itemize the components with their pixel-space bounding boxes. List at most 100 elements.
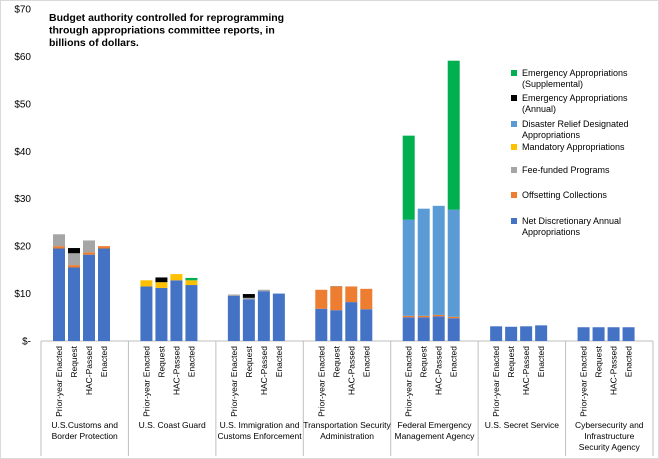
x-tick-label: Request	[419, 345, 429, 377]
bar-segment	[592, 327, 605, 341]
x-tick-label: Prior-year Enacted	[54, 346, 64, 417]
bar-segment	[402, 219, 415, 316]
bar-segment	[432, 314, 445, 317]
bar-segment	[622, 327, 635, 341]
bar-segment	[402, 317, 415, 341]
y-tick-label: $10	[14, 289, 31, 300]
bar-segment	[140, 286, 153, 341]
bar-segment	[447, 60, 460, 210]
y-tick-label: $-	[22, 337, 31, 348]
x-tick-label: Enacted	[361, 346, 371, 377]
bar-segment	[257, 291, 270, 341]
x-tick-label: Prior-year Enacted	[579, 346, 589, 417]
bar-segment	[330, 310, 343, 341]
bar-segment	[170, 280, 183, 341]
x-tick-label: Enacted	[624, 346, 634, 377]
x-tick-label: Request	[594, 345, 604, 377]
legend-entry: Disaster Relief Designated	[522, 119, 629, 129]
bar-segment	[315, 308, 328, 341]
group-label: U.S. Coast Guard	[139, 420, 206, 430]
x-tick-label: HAC-Passed	[171, 346, 181, 395]
legend-swatch	[511, 95, 517, 101]
legend-swatch	[511, 121, 517, 127]
bar-segment	[155, 282, 168, 288]
bar-segment	[170, 274, 183, 281]
legend-entry: Emergency Appropriations	[522, 68, 628, 78]
bar-segment	[360, 288, 373, 310]
group-label: Administration	[320, 431, 374, 441]
x-tick-label: Request	[156, 345, 166, 377]
bar-segment	[242, 299, 255, 341]
bar-segment	[227, 294, 240, 296]
bar-segment	[98, 248, 110, 341]
bar-segment	[185, 285, 198, 341]
x-tick-label: Prior-year Enacted	[141, 346, 151, 417]
legend-swatch	[511, 144, 517, 150]
bar-segment	[315, 289, 328, 309]
x-tick-label: Request	[506, 345, 516, 377]
bar-segment	[417, 317, 430, 341]
x-tick-label: Prior-year Enacted	[491, 346, 501, 417]
legend-entry: Emergency Appropriations	[522, 93, 628, 103]
bar-segment	[98, 246, 110, 249]
x-tick-label: Enacted	[274, 346, 284, 377]
bar-segment	[505, 326, 518, 341]
bar-segment	[447, 318, 460, 341]
y-tick-label: $20	[14, 242, 31, 253]
bar-segment	[68, 265, 80, 268]
legend-entry: Fee-funded Programs	[522, 165, 610, 175]
group-label: U.S. Immigration and	[220, 420, 300, 430]
x-tick-label: Enacted	[536, 346, 546, 377]
bar-segment	[68, 248, 80, 254]
x-tick-label: HAC-Passed	[609, 346, 619, 395]
bar-segment	[330, 285, 343, 287]
bar-segment	[83, 252, 95, 255]
bar-segment	[432, 205, 445, 315]
bar-segment	[402, 135, 415, 220]
legend-entry: Offsetting Collections	[522, 190, 607, 200]
chart-title-line: billions of dollars.	[49, 37, 139, 49]
bar-segment	[155, 277, 168, 283]
legend-entry: Net Discretionary Annual	[522, 216, 621, 226]
bar-segment	[227, 295, 240, 341]
bar-segment	[490, 326, 503, 341]
x-tick-label: Enacted	[99, 346, 109, 377]
bar-segment	[140, 280, 153, 287]
x-tick-label: HAC-Passed	[434, 346, 444, 395]
legend-swatch	[511, 167, 517, 173]
legend-entry: Mandatory Appropriations	[522, 142, 625, 152]
group-label: Infrastructure	[584, 431, 634, 441]
chart-title-line: Budget authority controlled for reprogra…	[49, 12, 284, 24]
bar-segment	[155, 287, 168, 341]
legend-swatch	[511, 192, 517, 198]
bar-segment	[53, 234, 65, 247]
y-tick-label: $30	[14, 194, 31, 205]
bar-segment	[607, 327, 620, 341]
x-tick-label: Enacted	[449, 346, 459, 377]
bar-segment	[402, 315, 415, 318]
x-tick-label: Prior-year Enacted	[404, 346, 414, 417]
x-tick-label: Prior-year Enacted	[229, 346, 239, 417]
bar-segment	[185, 277, 198, 281]
bar-segment	[185, 280, 198, 286]
legend-swatch	[511, 70, 517, 76]
bar-segment	[53, 246, 65, 249]
bar-segment	[417, 315, 430, 318]
bar-segment	[83, 240, 95, 253]
y-tick-label: $60	[14, 52, 31, 63]
x-tick-label: HAC-Passed	[346, 346, 356, 395]
bar-segment	[83, 254, 95, 341]
x-tick-label: Prior-year Enacted	[316, 346, 326, 417]
bar-segment	[330, 286, 343, 311]
y-tick-label: $50	[14, 99, 31, 110]
bar-segment	[520, 326, 533, 341]
group-label: Federal Emergency	[397, 420, 472, 430]
legend-entry: Appropriations	[522, 227, 581, 237]
bar-segment	[535, 325, 548, 341]
bar-segment	[68, 253, 80, 266]
bar-segment	[360, 309, 373, 341]
bar-segment	[242, 297, 255, 300]
group-label: U.S.Customs and	[51, 420, 118, 430]
